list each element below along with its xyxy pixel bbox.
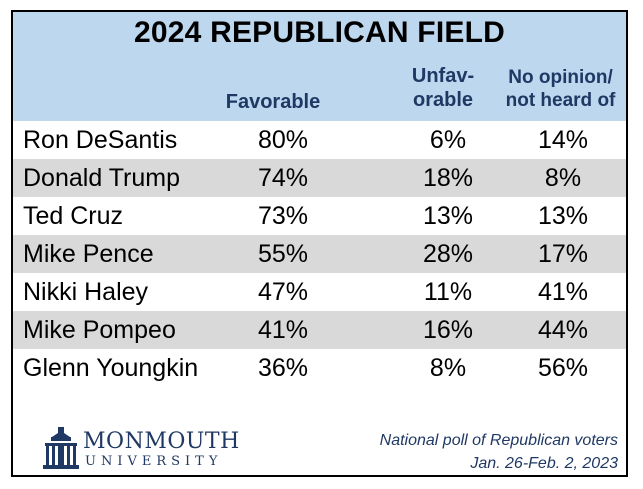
unfavorable-value: 16% <box>422 316 474 344</box>
unfavorable-value: 28% <box>422 240 474 268</box>
column-header-unfavorable-line1: Unfav- <box>411 65 475 87</box>
logo-name: MONMOUTH <box>83 429 240 454</box>
table-row: Ted Cruz 73% 13% 13% <box>13 197 626 235</box>
favorable-value: 47% <box>257 278 309 306</box>
column-header-unfavorable: Unfav- orable <box>398 64 488 112</box>
no-opinion-value: 14% <box>537 126 589 154</box>
table-body: Ron DeSantis 80% 6% 14% Donald Trump 74%… <box>13 121 626 387</box>
table-row: Nikki Haley 47% 11% 41% <box>13 273 626 311</box>
candidate-name: Ron DeSantis <box>23 126 178 154</box>
no-opinion-value: 17% <box>537 240 589 268</box>
no-opinion-value: 41% <box>537 278 589 306</box>
poll-table: 2024 REPUBLICAN FIELD Favorable Unfav- o… <box>11 10 628 477</box>
favorable-value: 36% <box>257 354 309 382</box>
unfavorable-value: 6% <box>429 126 467 154</box>
unfavorable-value: 13% <box>422 202 474 230</box>
footnote-dates: Jan. 26-Feb. 2, 2023 <box>470 455 618 472</box>
column-header-no-opinion-line2: not heard of <box>505 90 616 111</box>
favorable-value: 73% <box>257 202 309 230</box>
candidate-name: Mike Pence <box>23 240 154 268</box>
candidate-name: Ted Cruz <box>23 202 124 230</box>
no-opinion-value: 8% <box>544 164 582 192</box>
building-icon <box>43 427 79 469</box>
logo-subtitle: UNIVERSITY <box>85 454 223 469</box>
favorable-value: 41% <box>257 316 309 344</box>
column-header-no-opinion-line1: No opinion/ <box>508 67 613 88</box>
candidate-name: Mike Pompeo <box>23 316 176 344</box>
column-header-unfavorable-line2: orable <box>412 89 474 111</box>
unfavorable-value: 18% <box>422 164 474 192</box>
candidate-name: Donald Trump <box>23 164 181 192</box>
favorable-value: 74% <box>257 164 309 192</box>
no-opinion-value: 56% <box>537 354 589 382</box>
chart-title: 2024 REPUBLICAN FIELD <box>134 16 505 49</box>
favorable-value: 55% <box>257 240 309 268</box>
column-header-no-opinion: No opinion/ not heard of <box>493 66 628 112</box>
table-row: Mike Pompeo 41% 16% 44% <box>13 311 626 349</box>
footnote-source: National poll of Republican voters <box>379 432 618 449</box>
table-row: Mike Pence 55% 28% 17% <box>13 235 626 273</box>
monmouth-logo: MONMOUTH UNIVERSITY <box>43 427 243 472</box>
table-row: Glenn Youngkin 36% 8% 56% <box>13 349 626 387</box>
no-opinion-value: 44% <box>537 316 589 344</box>
unfavorable-value: 8% <box>429 354 467 382</box>
table-row: Donald Trump 74% 18% 8% <box>13 159 626 197</box>
table-row: Ron DeSantis 80% 6% 14% <box>13 121 626 159</box>
candidate-name: Nikki Haley <box>23 278 149 306</box>
candidate-name: Glenn Youngkin <box>23 354 199 382</box>
favorable-value: 80% <box>257 126 309 154</box>
table-header: 2024 REPUBLICAN FIELD Favorable Unfav- o… <box>13 12 626 121</box>
unfavorable-value: 11% <box>423 278 473 306</box>
no-opinion-value: 13% <box>537 202 589 230</box>
column-header-favorable: Favorable <box>225 91 321 113</box>
